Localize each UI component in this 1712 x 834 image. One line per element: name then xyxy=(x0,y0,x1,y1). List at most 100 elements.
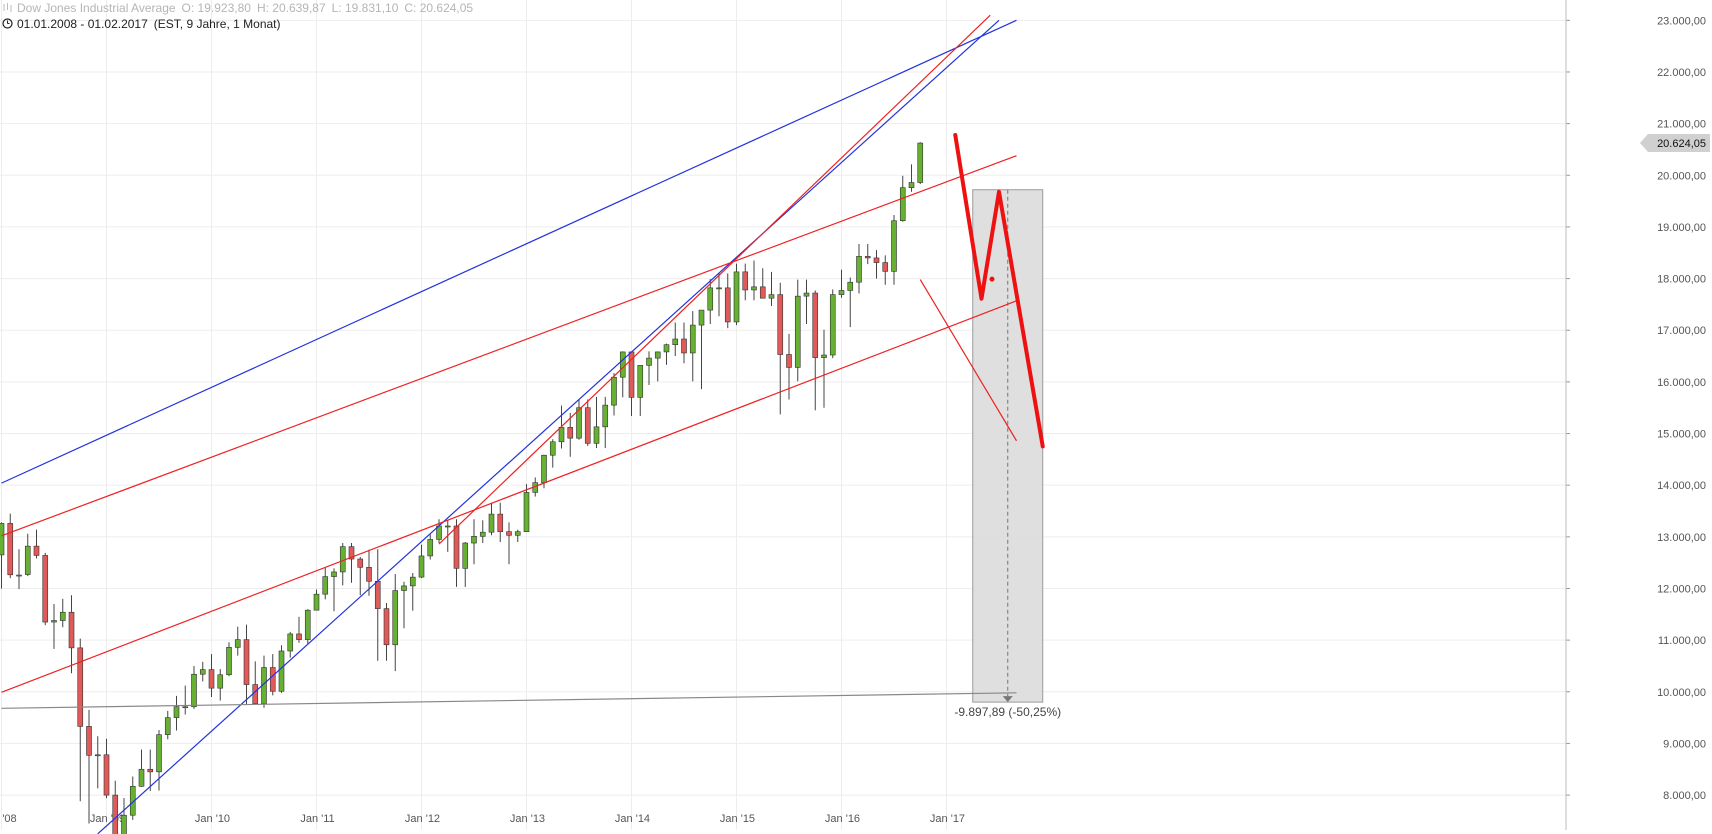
candle xyxy=(0,522,5,589)
candle-body xyxy=(427,539,434,557)
candle-body xyxy=(164,717,171,735)
candle xyxy=(724,273,731,329)
candle xyxy=(847,277,854,328)
candle-body xyxy=(208,669,215,689)
instrument-name: Dow Jones Industrial Average xyxy=(17,1,176,15)
y-tick-label: 14.000,00 xyxy=(1657,480,1706,492)
candle xyxy=(873,250,880,279)
candle xyxy=(768,271,775,306)
candle-body xyxy=(401,585,407,591)
candle-body xyxy=(173,706,180,718)
candle-body xyxy=(147,768,154,773)
y-tick-label: 22.000,00 xyxy=(1657,67,1706,79)
trend-line xyxy=(438,14,991,545)
candle xyxy=(357,556,364,596)
candle xyxy=(42,552,49,626)
candle-body xyxy=(672,338,679,345)
candle-body xyxy=(313,593,320,611)
candle xyxy=(383,602,390,661)
candle xyxy=(94,736,101,789)
candle-body xyxy=(156,734,162,773)
candle xyxy=(733,263,740,326)
candle-body xyxy=(94,754,101,757)
candle-body xyxy=(51,620,57,623)
candle-body xyxy=(471,536,477,544)
candle-body xyxy=(217,674,224,689)
candle xyxy=(576,399,582,440)
candle xyxy=(182,685,189,715)
candle-body xyxy=(541,454,547,483)
trend-line xyxy=(1,19,1017,484)
candle-body xyxy=(479,531,486,537)
y-tick-label: 11.000,00 xyxy=(1658,635,1706,647)
candle-body xyxy=(444,525,451,528)
candle xyxy=(409,572,416,611)
chart-type-icon xyxy=(3,3,12,12)
candle xyxy=(681,322,687,364)
candle-body xyxy=(86,726,92,756)
candle-body xyxy=(278,650,285,692)
candle-body xyxy=(576,407,582,439)
candle xyxy=(401,581,407,629)
y-tick-label: 10.000,00 xyxy=(1657,687,1706,699)
candle xyxy=(497,502,504,542)
range-meta: (EST, 9 Jahre, 1 Monat) xyxy=(153,17,281,31)
candle xyxy=(742,263,749,301)
candle-body xyxy=(786,354,792,368)
candle xyxy=(637,365,644,416)
candle-body xyxy=(549,441,556,456)
candle-body xyxy=(829,294,836,356)
candle-body xyxy=(891,220,897,272)
candle xyxy=(147,749,154,791)
y-tick-label: 9.000,00 xyxy=(1663,738,1706,750)
candle-body xyxy=(724,287,731,323)
date-range: 01.01.2008 - 01.02.2017 xyxy=(17,17,148,31)
last-price-badge: 20.624,05 xyxy=(1640,134,1710,153)
x-tick-label: Jan '14 xyxy=(615,813,650,825)
candle-body xyxy=(59,611,66,621)
candle-body xyxy=(593,426,600,444)
candle-body xyxy=(199,669,206,675)
y-tick-label: 20.000,00 xyxy=(1657,170,1706,182)
candle xyxy=(331,568,337,612)
candle-body xyxy=(602,404,609,428)
candle xyxy=(129,776,136,820)
candle-body xyxy=(751,286,757,291)
range-header[interactable]: 01.01.2008 - 01.02.2017 (EST, 9 Jahre, 1 … xyxy=(2,17,281,31)
candle xyxy=(908,164,915,192)
candle xyxy=(234,626,241,656)
candle-body xyxy=(24,545,31,575)
candle xyxy=(199,661,206,682)
candle-body xyxy=(287,633,294,652)
candle-body xyxy=(838,290,845,295)
candle xyxy=(7,513,14,579)
candle xyxy=(777,282,784,415)
y-tick-label: 17.000,00 xyxy=(1657,325,1706,337)
candle-body xyxy=(0,523,5,556)
candle xyxy=(646,351,652,385)
candle-body xyxy=(681,338,687,354)
y-tick-label: 21.000,00 xyxy=(1657,119,1706,131)
ohlc-header: Dow Jones Industrial Average O: 19.923,80… xyxy=(2,1,473,15)
candle xyxy=(24,533,31,577)
candle xyxy=(549,439,556,468)
candle xyxy=(112,780,119,834)
candle xyxy=(296,616,302,643)
candle-body xyxy=(243,639,250,685)
candle-body xyxy=(514,531,521,536)
measurement-label: -9.897,89 (-50,25%) xyxy=(954,705,1061,719)
candle xyxy=(584,399,591,446)
candle-body xyxy=(269,667,276,692)
candle-body xyxy=(138,768,145,787)
candle xyxy=(698,309,705,390)
projection-line xyxy=(953,132,1045,449)
candle-body xyxy=(322,576,329,595)
candle-body xyxy=(121,814,127,834)
candle-body xyxy=(654,351,661,359)
candle-body xyxy=(191,673,197,708)
candle xyxy=(891,215,897,285)
y-tick-label: 16.000,00 xyxy=(1657,377,1706,389)
candle xyxy=(304,609,311,644)
candle xyxy=(226,642,232,677)
